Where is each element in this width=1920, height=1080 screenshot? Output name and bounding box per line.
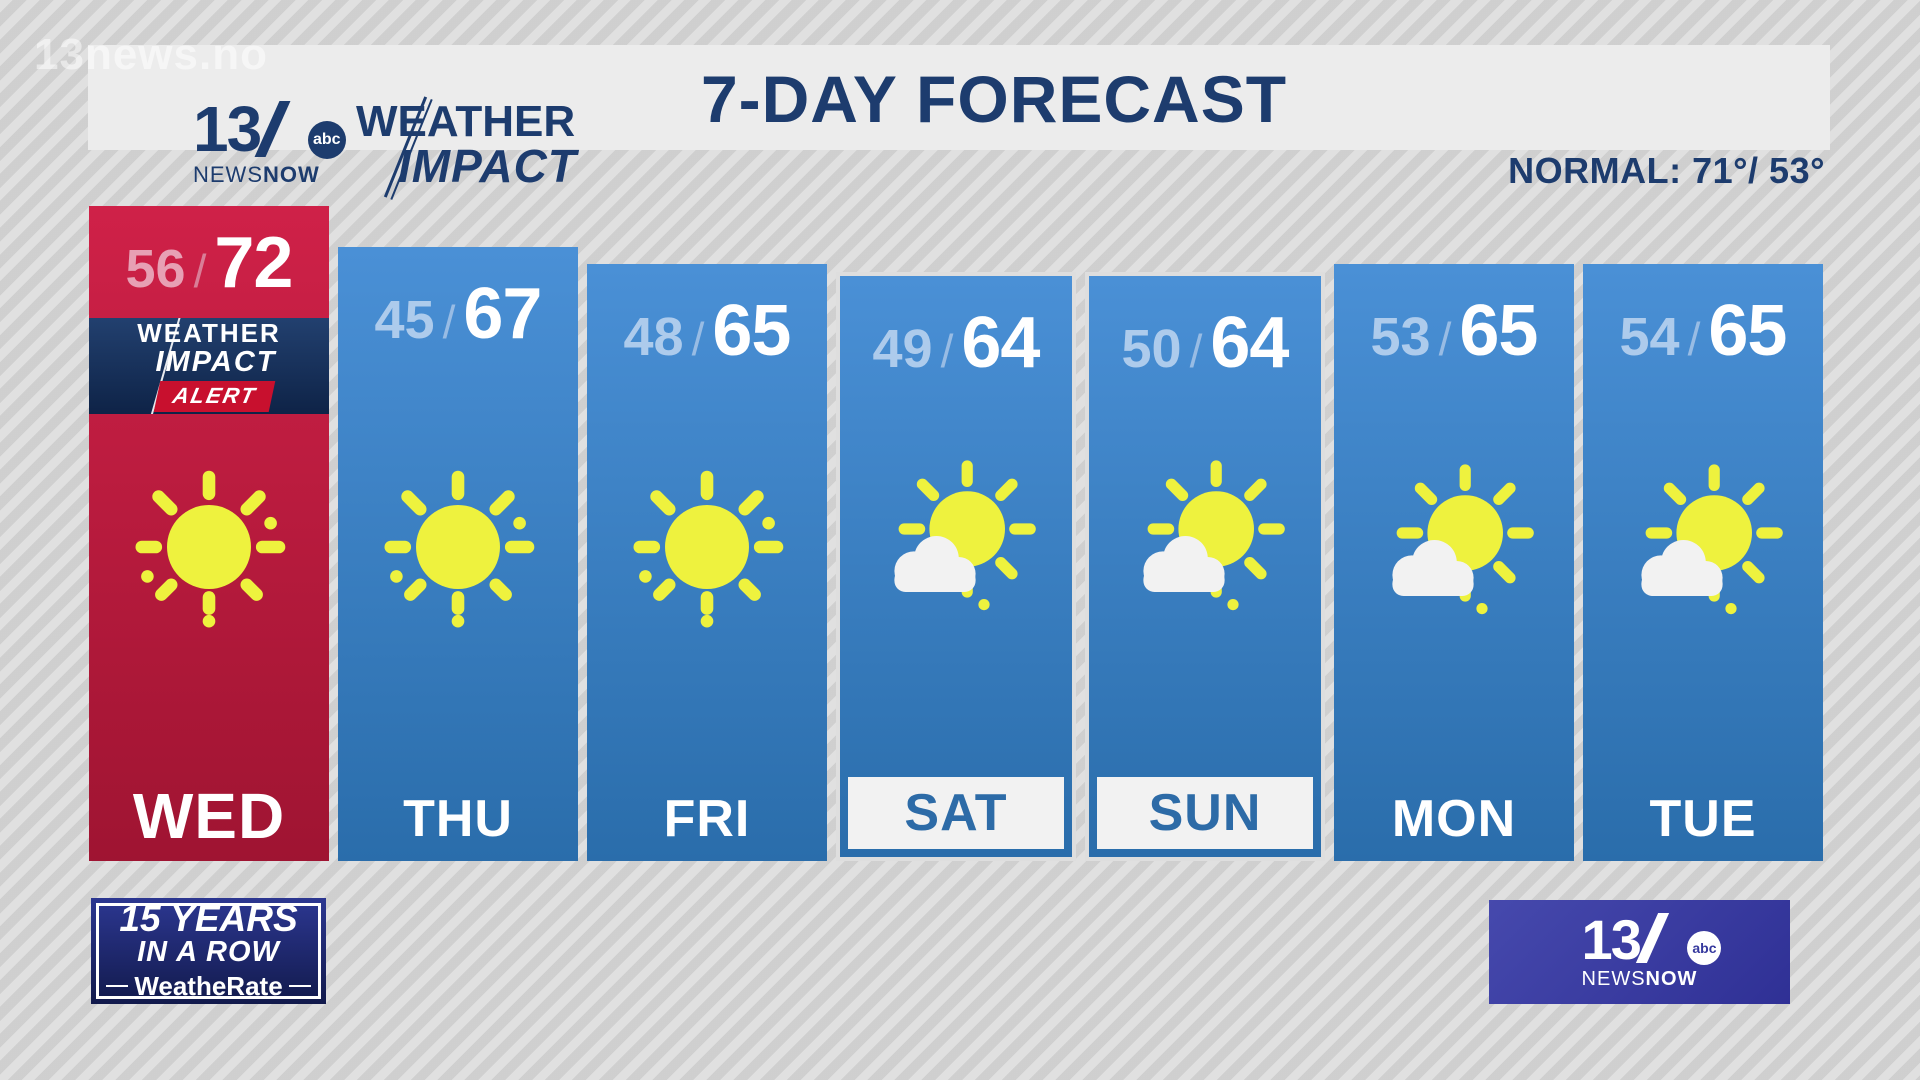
partly-cloudy-icon xyxy=(840,459,1072,627)
temp-slash: / xyxy=(940,325,954,377)
temp-slash: / xyxy=(1687,312,1701,365)
weather-impact-alert-badge: WEATHER IMPACT ALERT xyxy=(89,318,329,414)
day-label: SAT xyxy=(848,777,1064,849)
high-temp: 65 xyxy=(1708,290,1787,371)
day-temps: 53 / 65 xyxy=(1334,264,1574,372)
partly-cloudy-icon xyxy=(1583,463,1823,631)
forecast-day-column-thu: 45 / 67 THU xyxy=(338,247,578,861)
temp-slash: / xyxy=(691,312,705,365)
award-line1: 15 YEARS xyxy=(119,898,298,940)
high-temp: 65 xyxy=(712,290,791,371)
low-temp: 50 xyxy=(1121,319,1182,379)
low-temp: 45 xyxy=(374,290,435,351)
award-brand-text: WeatheRate xyxy=(134,970,283,1001)
alert-impact-text: IMPACT xyxy=(155,346,277,378)
logo-slash xyxy=(1635,913,1669,963)
day-temps: 45 / 67 xyxy=(338,247,578,355)
sunny-icon xyxy=(587,463,827,631)
alert-alert-text: ALERT xyxy=(153,381,275,412)
forecast-day-column-sun: 50 / 64 SUN xyxy=(1085,272,1325,861)
day-label: MON xyxy=(1391,790,1517,848)
logo-now-text: NOW xyxy=(1645,968,1698,990)
logo-number: 13 xyxy=(193,93,262,166)
low-temp: 53 xyxy=(1370,306,1431,367)
high-temp: 64 xyxy=(961,303,1040,383)
award-line2: IN A ROW xyxy=(137,936,280,969)
header-bar: 7-DAY FORECAST 13 abc NEWSNOW WEATHER IM… xyxy=(88,45,1830,198)
sunny-icon xyxy=(89,463,329,631)
footer-station-badge: 13 abc NEWSNOW xyxy=(1489,900,1790,1004)
day-temps: 48 / 65 xyxy=(587,264,827,372)
footer-station-logo: 13 abc NEWSNOW xyxy=(1581,907,1722,991)
station-watermark: 13news.no xyxy=(34,30,268,79)
high-temp: 67 xyxy=(463,274,542,355)
award-dash-right xyxy=(288,985,311,988)
forecast-day-column-tue: 54 / 65 TUE xyxy=(1583,263,1823,861)
logo-news-text: NEWS xyxy=(1581,968,1646,990)
day-label: WED xyxy=(132,780,286,852)
high-temp: 64 xyxy=(1210,303,1289,383)
logo-news-text: NEWS xyxy=(193,162,263,187)
day-temps: 56 / 72 xyxy=(89,206,329,304)
low-temp: 54 xyxy=(1619,306,1680,367)
day-label: THU xyxy=(403,790,513,848)
forecast-day-column-fri: 48 / 65 FRI xyxy=(587,263,827,861)
normal-temps-label: NORMAL: 71°/ 53° xyxy=(1508,150,1825,191)
forecast-columns: 56 / 72 WEATHER IMPACT ALERT xyxy=(89,206,1831,861)
low-temp: 48 xyxy=(623,306,684,367)
partly-cloudy-icon xyxy=(1089,459,1321,627)
temp-slash: / xyxy=(193,245,207,297)
high-temp: 72 xyxy=(214,223,293,303)
abc-network-icon: abc xyxy=(1687,931,1722,965)
high-temp: 65 xyxy=(1459,290,1538,371)
day-temps: 49 / 64 xyxy=(840,276,1072,384)
award-dash-left xyxy=(106,985,129,988)
page-title: 7-DAY FORECAST xyxy=(700,62,1288,136)
station-logo-13newsnow: 13 abc NEWSNOW xyxy=(193,93,346,188)
logo-now-text: NOW xyxy=(263,162,320,187)
temp-slash: / xyxy=(1438,312,1452,365)
logo-number: 13 xyxy=(1581,907,1642,971)
weather-impact-impact-text: IMPACT xyxy=(398,140,577,192)
abc-network-icon: abc xyxy=(307,121,346,159)
low-temp: 49 xyxy=(872,319,933,379)
temp-slash: / xyxy=(442,296,456,349)
temp-slash: / xyxy=(1189,325,1203,377)
day-label: FRI xyxy=(663,790,751,848)
alert-weather-text: WEATHER xyxy=(137,318,281,348)
day-temps: 50 / 64 xyxy=(1089,276,1321,384)
forecast-day-column-sat: 49 / 64 SAT xyxy=(836,272,1076,861)
weather-impact-weather-text: WEATHER xyxy=(356,97,576,146)
day-temps: 54 / 65 xyxy=(1583,264,1823,372)
day-label: SUN xyxy=(1097,777,1313,849)
weatherate-award-badge: 15 YEARS IN A ROW WeatheRate xyxy=(91,898,326,1004)
weather-impact-logo: WEATHER IMPACT xyxy=(356,96,646,198)
partly-cloudy-icon xyxy=(1334,463,1574,631)
forecast-day-column-wed: 56 / 72 WEATHER IMPACT ALERT xyxy=(89,206,329,861)
low-temp: 56 xyxy=(125,239,186,299)
forecast-day-column-mon: 53 / 65 MON xyxy=(1334,263,1574,861)
sunny-icon xyxy=(338,463,578,631)
day-label: TUE xyxy=(1649,790,1757,848)
